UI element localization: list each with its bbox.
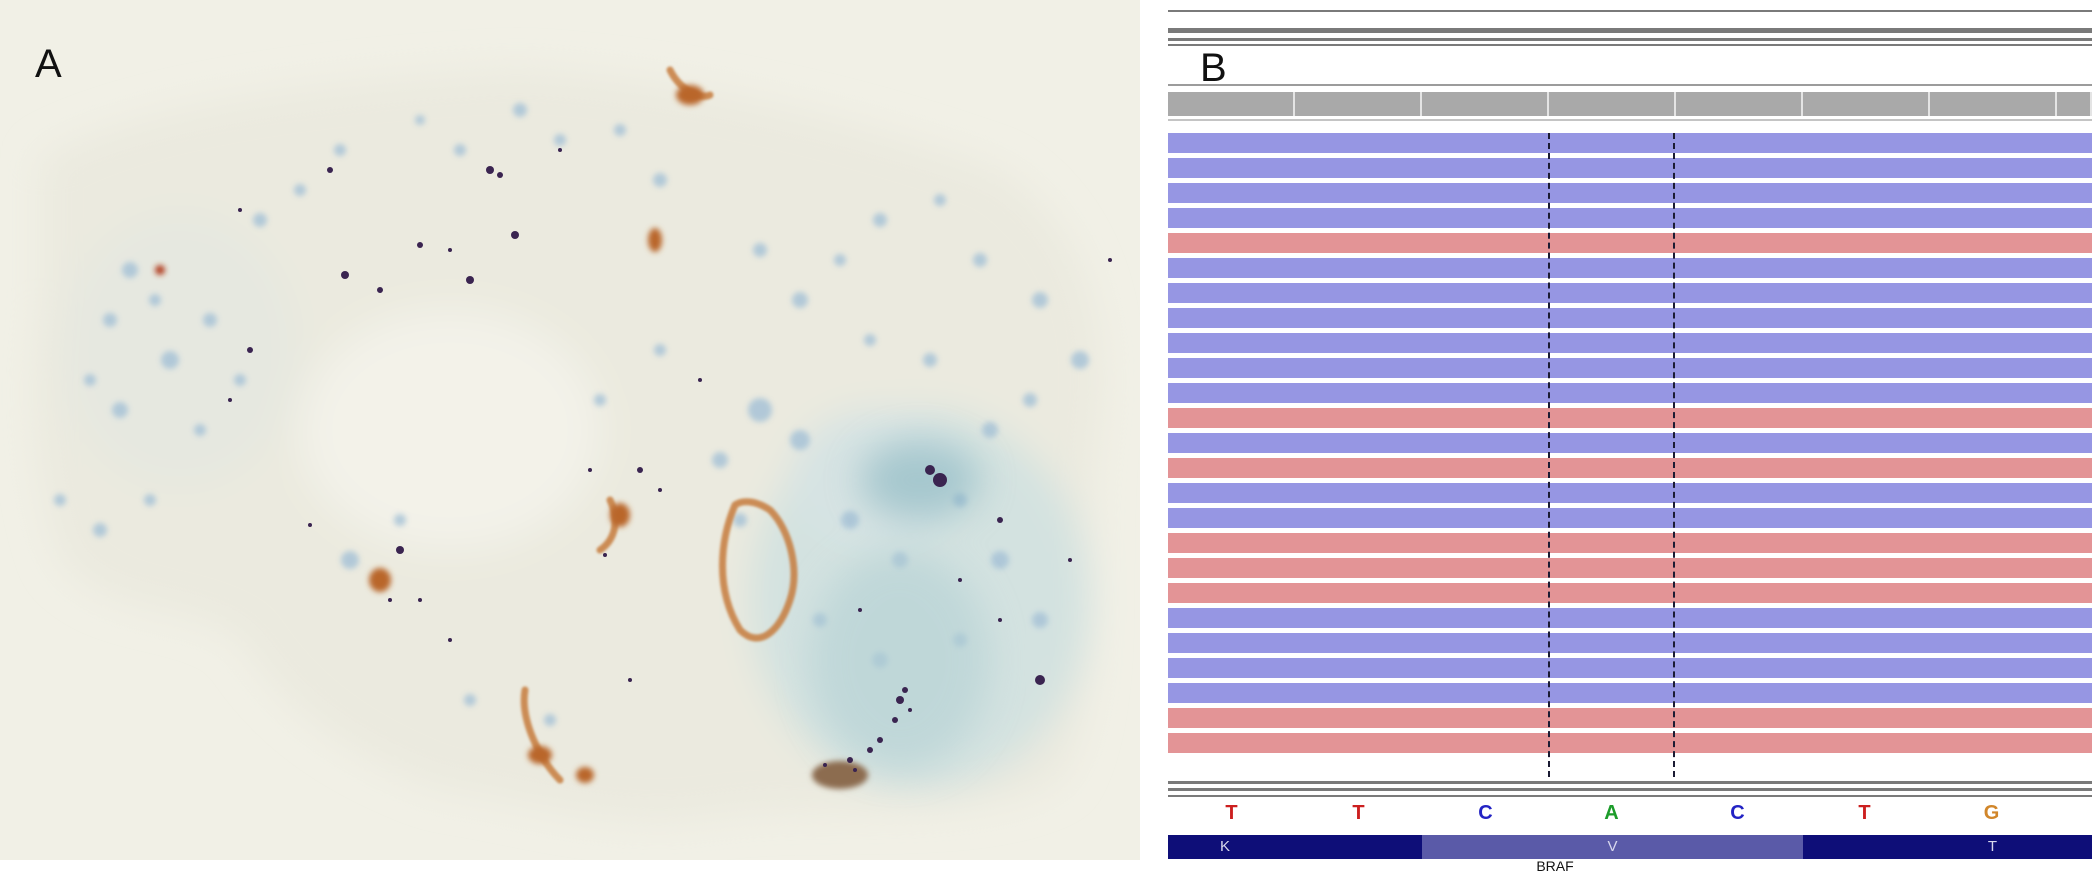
ruler-segment: [2057, 92, 2092, 116]
reference-read: [1168, 258, 2092, 278]
reference-base: C: [1478, 802, 1493, 824]
reference-base: C: [1730, 802, 1745, 824]
variant-read: [1168, 558, 2092, 578]
reference-read: [1168, 383, 2092, 403]
codon-boundary-left: [1548, 133, 1550, 777]
reference-read: [1168, 283, 2092, 303]
track-divider: [1168, 84, 2092, 86]
reference-read: [1168, 433, 2092, 453]
coverage-ruler: [1168, 92, 2092, 116]
variant-read: [1168, 408, 2092, 428]
track-divider: [1168, 38, 2092, 41]
panel-b-label: B: [1200, 46, 1227, 90]
reference-read: [1168, 633, 2092, 653]
reference-read: [1168, 158, 2092, 178]
amino-acid: T: [1803, 835, 2092, 859]
reference-read: [1168, 608, 2092, 628]
tissue-micrograph-panel: A: [0, 0, 1140, 860]
variant-read: [1168, 583, 2092, 603]
tissue-micrograph-image: [0, 0, 1140, 860]
reference-read: [1168, 308, 2092, 328]
ruler-segment: [1295, 92, 1422, 116]
amino-acid: K: [1168, 835, 1422, 859]
reference-read: [1168, 683, 2092, 703]
reference-read: [1168, 333, 2092, 353]
track-divider: [1168, 44, 2092, 46]
track-divider: [1168, 788, 2092, 791]
reference-read: [1168, 358, 2092, 378]
ruler-segment: [1930, 92, 2057, 116]
reference-read: [1168, 183, 2092, 203]
amino-acid-track: K V T: [1168, 835, 2092, 859]
reference-read: [1168, 483, 2092, 503]
gene-name-label: BRAF: [1536, 858, 1574, 874]
reference-base: G: [1983, 802, 2000, 824]
panel-a-label: A: [35, 42, 62, 86]
track-divider: [1168, 795, 2092, 797]
reference-base: T: [1352, 802, 1365, 824]
track-divider: [1168, 10, 2092, 12]
variant-read: [1168, 733, 2092, 753]
reference-sequence-track: T T C A C T G: [1168, 800, 2092, 826]
variant-read: [1168, 233, 2092, 253]
variant-read: [1168, 533, 2092, 553]
read-alignment-panel: B T T C A C T G K V T BRAF: [1168, 0, 2092, 874]
ruler-segment: [1422, 92, 1549, 116]
amino-acid-variant-codon: V: [1422, 835, 1803, 859]
reference-base: A: [1604, 802, 1619, 824]
track-divider: [1168, 119, 2092, 121]
ruler-segment: [1676, 92, 1803, 116]
reference-base: T: [1225, 802, 1238, 824]
ruler-segment: [1803, 92, 1930, 116]
codon-boundary-right: [1673, 133, 1675, 777]
reference-base: T: [1858, 802, 1871, 824]
reference-read: [1168, 658, 2092, 678]
reference-read: [1168, 133, 2092, 153]
ruler-segment: [1168, 92, 1295, 116]
track-divider: [1168, 781, 2092, 784]
ruler-segment: [1549, 92, 1676, 116]
reference-read: [1168, 208, 2092, 228]
variant-read: [1168, 458, 2092, 478]
variant-read: [1168, 708, 2092, 728]
reference-read: [1168, 508, 2092, 528]
track-divider: [1168, 28, 2092, 33]
